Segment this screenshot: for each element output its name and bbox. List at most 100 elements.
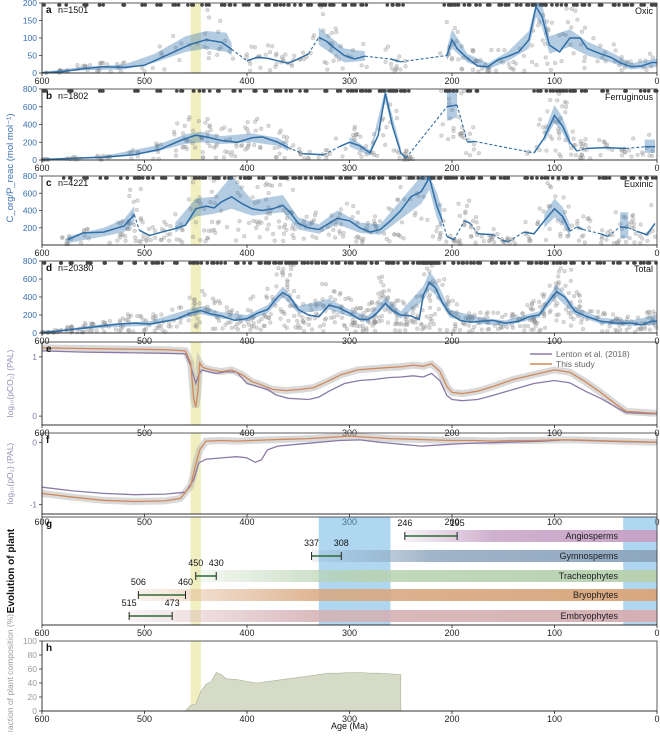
data-point — [364, 308, 369, 313]
sample-marker — [343, 261, 348, 265]
sample-marker — [274, 261, 278, 265]
data-point — [205, 307, 211, 312]
data-point — [589, 309, 594, 314]
data-point — [446, 302, 451, 307]
lineage-bar-embryophytes — [129, 610, 657, 622]
data-point — [328, 48, 333, 53]
sample-marker — [316, 261, 321, 265]
data-point — [274, 51, 279, 56]
data-point — [588, 218, 593, 223]
sample-marker — [643, 89, 647, 93]
sample-marker — [402, 261, 407, 265]
x-tick-label: 400 — [239, 248, 254, 258]
series-dashed-link — [474, 140, 535, 154]
sample-marker — [346, 89, 350, 93]
data-point — [254, 225, 259, 230]
data-point — [357, 236, 362, 241]
data-point — [160, 328, 165, 333]
y-tick-label: 60 — [28, 664, 38, 674]
data-point — [354, 235, 359, 240]
data-point — [281, 56, 286, 62]
sample-marker — [242, 261, 246, 265]
sample-marker — [564, 89, 569, 93]
data-point — [255, 116, 260, 121]
data-point — [197, 301, 202, 306]
data-point — [458, 133, 463, 138]
x-tick-label: 600 — [34, 76, 49, 86]
data-point — [274, 284, 279, 289]
data-point — [571, 316, 576, 322]
x-tick-label: 200 — [444, 76, 459, 86]
data-point — [543, 55, 548, 60]
data-point — [372, 319, 377, 324]
data-point — [213, 201, 218, 206]
sample-marker — [465, 176, 470, 180]
plant-fraction-area — [184, 672, 402, 712]
data-point — [120, 316, 125, 321]
data-point — [439, 88, 444, 94]
sample-marker — [642, 3, 646, 7]
ylabel-e: log₁₀(pCO₂) (PAL) — [5, 350, 15, 418]
data-point — [239, 185, 244, 190]
data-point — [296, 294, 301, 299]
data-point — [438, 51, 443, 56]
data-point — [329, 30, 335, 36]
data-point — [262, 323, 267, 329]
data-point — [202, 292, 207, 297]
data-point — [290, 226, 295, 231]
sample-marker — [611, 261, 616, 265]
data-point — [507, 65, 512, 70]
sample-marker — [347, 261, 352, 265]
sample-marker — [455, 89, 459, 93]
data-point — [366, 307, 371, 313]
data-point — [446, 299, 451, 304]
data-point — [187, 115, 192, 120]
data-point — [203, 305, 208, 311]
data-point — [647, 153, 652, 158]
data-point — [310, 220, 315, 225]
data-point — [553, 120, 558, 125]
sample-marker — [507, 261, 512, 265]
data-point — [395, 197, 401, 202]
data-point — [133, 239, 138, 244]
sample-marker — [573, 89, 577, 93]
data-point — [310, 234, 315, 239]
data-point — [510, 313, 515, 318]
data-point — [216, 29, 221, 34]
data-point — [213, 299, 218, 304]
sample-marker — [448, 176, 453, 180]
data-point — [213, 230, 218, 235]
data-point — [353, 133, 359, 138]
data-point — [621, 214, 626, 219]
sample-marker — [582, 3, 587, 7]
data-point — [373, 320, 378, 325]
sample-marker — [385, 3, 390, 7]
sample-marker — [316, 176, 321, 180]
data-point — [264, 295, 270, 300]
data-point — [222, 38, 228, 43]
data-point — [489, 47, 494, 52]
data-point — [388, 61, 394, 67]
sample-marker — [565, 176, 569, 180]
sample-marker — [263, 261, 268, 265]
data-point — [563, 307, 569, 312]
sample-marker — [160, 176, 164, 180]
sample-marker — [360, 89, 365, 93]
data-point — [566, 290, 571, 296]
data-point — [354, 305, 360, 310]
data-point — [343, 146, 348, 151]
lineage-bar-bryophytes — [138, 589, 658, 601]
sample-marker — [548, 89, 553, 93]
data-point — [218, 301, 223, 306]
data-point — [637, 233, 642, 238]
sample-marker — [544, 3, 548, 7]
sample-marker — [82, 176, 86, 180]
highlight-band — [190, 641, 201, 711]
sample-marker — [274, 176, 278, 180]
data-point — [235, 327, 241, 332]
data-point — [164, 222, 169, 227]
data-point — [470, 327, 475, 333]
data-point — [224, 224, 230, 230]
data-point — [300, 315, 305, 320]
data-point — [220, 326, 225, 331]
